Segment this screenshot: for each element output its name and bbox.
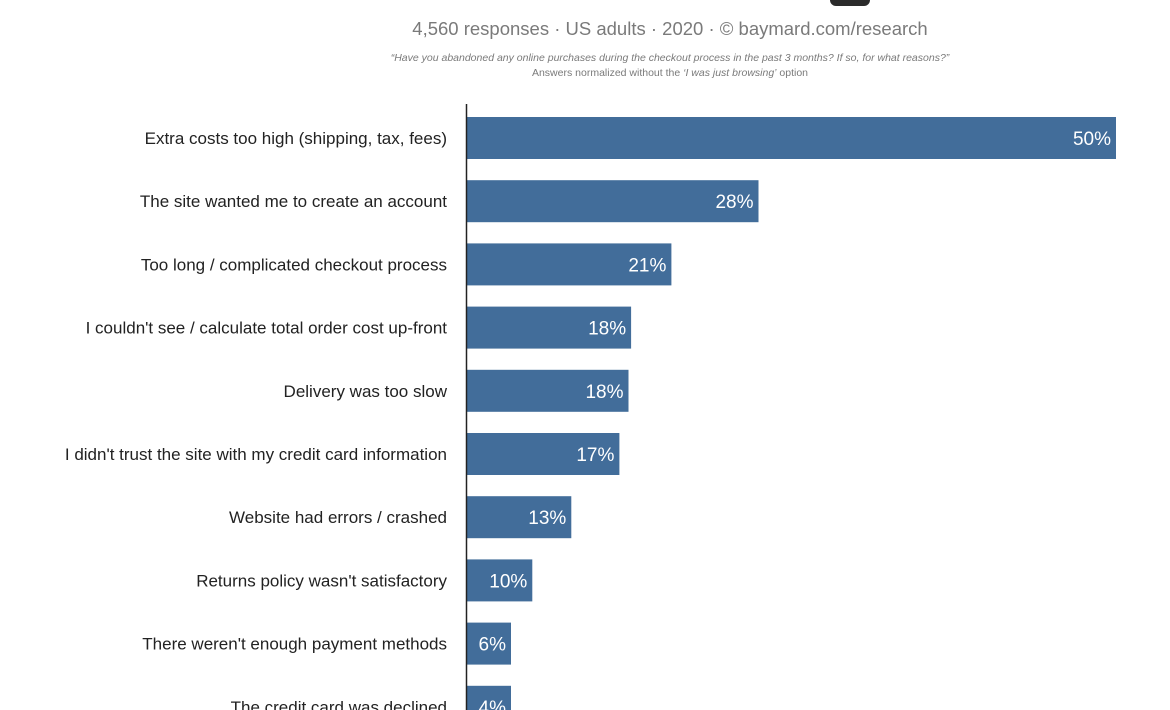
value-label: 13% [528, 508, 566, 529]
value-label: 18% [585, 382, 623, 403]
bar [466, 685, 511, 710]
bar [466, 369, 629, 412]
title-fragment [830, 0, 870, 6]
bar [466, 496, 572, 539]
category-label: The site wanted me to create an account [140, 192, 447, 211]
bar [466, 180, 759, 223]
survey-question: “Have you abandoned any online purchases… [390, 52, 950, 64]
category-label: I didn't trust the site with my credit c… [65, 445, 447, 464]
bar [466, 117, 1116, 159]
bar [466, 243, 672, 286]
note-italic: ‘I was just browsing’ [683, 67, 777, 79]
value-label: 10% [489, 571, 527, 592]
value-label: 21% [628, 255, 666, 276]
bar [466, 559, 533, 602]
normalization-note: Answers normalized without the ‘I was ju… [0, 67, 1170, 79]
value-label: 18% [588, 319, 626, 340]
category-label: Extra costs too high (shipping, tax, fee… [145, 129, 447, 148]
value-label: 17% [576, 445, 614, 466]
value-label: 4% [479, 698, 507, 710]
category-label: The credit card was declined [231, 698, 447, 710]
category-label: I couldn't see / calculate total order c… [86, 319, 448, 338]
category-label: There weren't enough payment methods [142, 635, 447, 654]
bar [466, 433, 620, 475]
value-label: 50% [1073, 129, 1111, 150]
bar [466, 622, 511, 665]
note-suffix: option [776, 67, 809, 79]
note-prefix: Answers normalized without the [531, 67, 684, 79]
category-label: Website had errors / crashed [229, 508, 447, 527]
category-label: Returns policy wasn't satisfactory [196, 571, 447, 590]
category-label: Delivery was too slow [284, 382, 448, 401]
value-label: 28% [715, 192, 753, 213]
chart-subtitle: 4,560 responses · US adults · 2020 · © b… [412, 18, 928, 39]
value-label: 6% [479, 635, 507, 656]
bars-layer: Extra costs too high (shipping, tax, fee… [65, 117, 1116, 710]
bar [466, 306, 632, 349]
category-label: Too long / complicated checkout process [141, 255, 447, 274]
